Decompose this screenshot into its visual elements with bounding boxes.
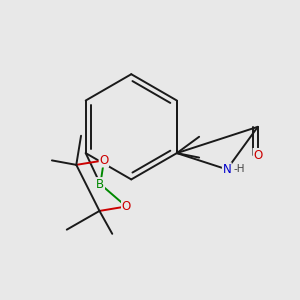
Text: B: B bbox=[96, 178, 104, 191]
Text: O: O bbox=[122, 200, 131, 213]
Text: O: O bbox=[99, 154, 109, 167]
Text: N: N bbox=[223, 163, 231, 176]
Text: O: O bbox=[253, 148, 262, 162]
Text: -H: -H bbox=[234, 164, 245, 174]
